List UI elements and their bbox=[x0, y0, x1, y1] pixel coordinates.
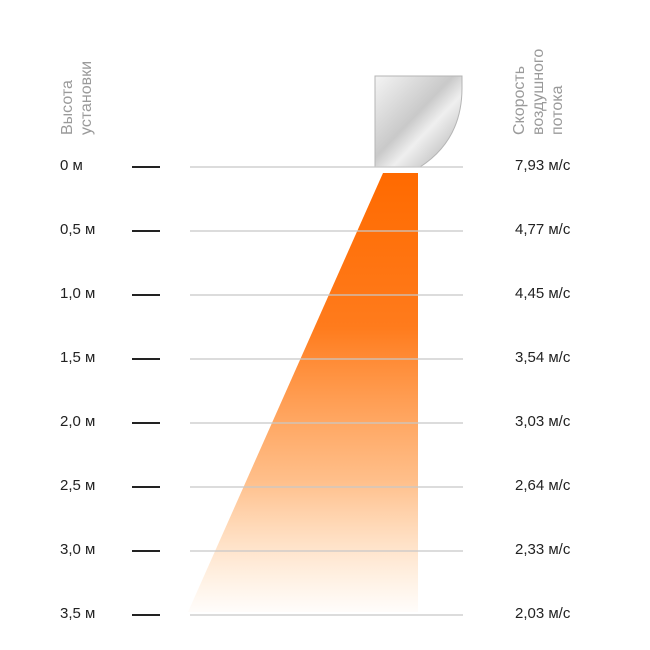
height-label: 1,0 м bbox=[60, 285, 96, 302]
height-label: 3,0 м bbox=[60, 541, 96, 558]
speed-label: 3,03 м/с bbox=[515, 413, 571, 430]
height-label: 2,5 м bbox=[60, 477, 96, 494]
speed-label: 4,45 м/с bbox=[515, 285, 571, 302]
speed-label: 4,77 м/с bbox=[515, 221, 571, 238]
airflow-cone bbox=[188, 173, 418, 612]
height-dash bbox=[132, 486, 160, 488]
speed-label: 7,93 м/с bbox=[515, 157, 571, 174]
height-label: 0,5 м bbox=[60, 221, 96, 238]
heater-unit-icon bbox=[374, 75, 463, 168]
grid-lines bbox=[190, 166, 463, 616]
speed-label: 2,33 м/с bbox=[515, 541, 571, 558]
height-dash bbox=[132, 294, 160, 296]
speed-label: 2,64 м/с bbox=[515, 477, 571, 494]
height-label: 3,5 м bbox=[60, 605, 96, 622]
height-dash bbox=[132, 614, 160, 616]
height-label: 0 м bbox=[60, 157, 83, 174]
speed-label: 2,03 м/с bbox=[515, 605, 571, 622]
height-label: 1,5 м bbox=[60, 349, 96, 366]
speed-label: 3,54 м/с bbox=[515, 349, 571, 366]
height-dash bbox=[132, 166, 160, 168]
height-dash bbox=[132, 358, 160, 360]
height-dash bbox=[132, 550, 160, 552]
height-label: 2,0 м bbox=[60, 413, 96, 430]
height-dash bbox=[132, 230, 160, 232]
height-dash bbox=[132, 422, 160, 424]
